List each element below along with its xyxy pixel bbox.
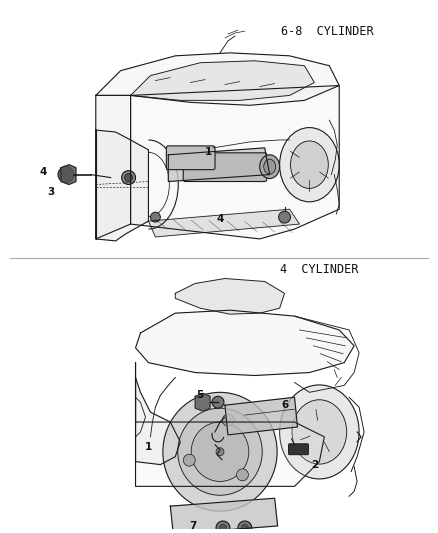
Ellipse shape	[279, 385, 359, 479]
Circle shape	[238, 521, 252, 533]
Polygon shape	[96, 130, 148, 241]
Circle shape	[219, 524, 226, 531]
Polygon shape	[96, 95, 131, 239]
Text: 4  CYLINDER: 4 CYLINDER	[280, 263, 358, 276]
Circle shape	[184, 454, 195, 466]
Circle shape	[222, 414, 234, 426]
Ellipse shape	[279, 127, 339, 202]
Text: 7: 7	[190, 521, 197, 531]
Text: 6-8  CYLINDER: 6-8 CYLINDER	[282, 26, 374, 38]
Ellipse shape	[290, 141, 328, 189]
Circle shape	[58, 167, 74, 182]
Text: 4: 4	[216, 214, 224, 224]
Polygon shape	[225, 397, 297, 435]
Text: 1: 1	[145, 442, 152, 452]
Text: 5: 5	[197, 390, 204, 400]
Polygon shape	[168, 148, 270, 182]
Text: 6: 6	[281, 400, 288, 410]
Polygon shape	[131, 61, 314, 100]
Circle shape	[216, 448, 224, 456]
Ellipse shape	[163, 392, 277, 511]
Circle shape	[279, 211, 290, 223]
Polygon shape	[135, 377, 180, 465]
Circle shape	[237, 469, 248, 481]
FancyBboxPatch shape	[166, 146, 215, 169]
FancyBboxPatch shape	[183, 153, 267, 182]
FancyBboxPatch shape	[289, 444, 308, 455]
Polygon shape	[175, 279, 285, 314]
Ellipse shape	[178, 408, 262, 495]
Circle shape	[241, 524, 248, 531]
Polygon shape	[170, 498, 278, 533]
Text: 3: 3	[47, 188, 55, 197]
Circle shape	[150, 212, 160, 222]
Polygon shape	[131, 85, 339, 239]
Text: 1: 1	[205, 147, 212, 157]
Ellipse shape	[292, 400, 347, 464]
Ellipse shape	[191, 422, 249, 481]
Circle shape	[122, 171, 135, 184]
Polygon shape	[148, 209, 300, 237]
Polygon shape	[135, 362, 324, 486]
Polygon shape	[135, 310, 354, 376]
Circle shape	[212, 397, 224, 408]
Polygon shape	[96, 53, 339, 106]
Polygon shape	[195, 393, 210, 411]
Circle shape	[216, 521, 230, 533]
Ellipse shape	[264, 159, 276, 174]
Polygon shape	[61, 165, 76, 184]
Ellipse shape	[260, 155, 279, 179]
Text: 4: 4	[39, 167, 47, 176]
Text: 2: 2	[311, 459, 318, 470]
Circle shape	[124, 174, 133, 182]
